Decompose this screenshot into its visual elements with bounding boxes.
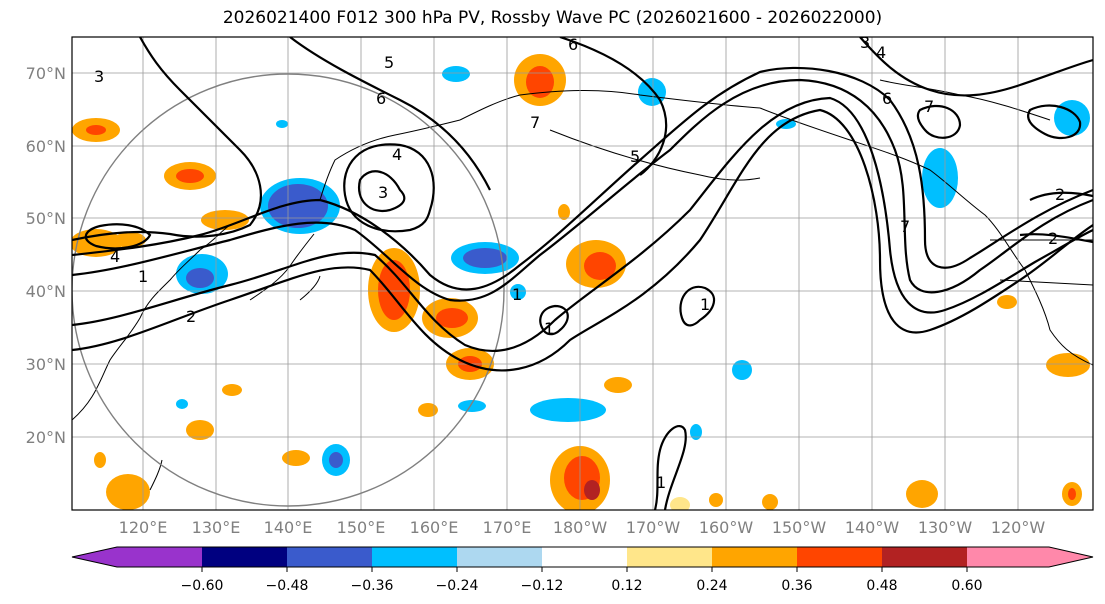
lat-lon-grid [72, 37, 1093, 510]
longitude-labels: 120°E 130°E 140°E 150°E 160°E 170°E 180°… [119, 518, 1046, 537]
svg-text:1: 1 [512, 285, 522, 304]
colorbar-bin [712, 547, 798, 567]
colorbar-bin [542, 547, 628, 567]
colorbar-bin [287, 547, 373, 567]
lat-label: 50°N [26, 209, 66, 228]
colorbar-bin [117, 547, 203, 567]
svg-text:3: 3 [378, 183, 388, 202]
colorbar-bin [627, 547, 713, 567]
colorbar-tick: 0.60 [951, 578, 982, 594]
lon-label: 140°E [264, 518, 313, 537]
colorbar-tick: 0.36 [781, 578, 812, 594]
colorbar-bin [372, 547, 458, 567]
lon-label: 150°E [337, 518, 386, 537]
colorbar-tick: 0.48 [866, 578, 897, 594]
colorbar-bin [882, 547, 968, 567]
colorbar-tick: −0.36 [351, 578, 394, 594]
lon-label: 130°W [918, 518, 973, 537]
pv-contours [72, 37, 1093, 510]
lon-label: 150°W [772, 518, 827, 537]
svg-text:5: 5 [384, 53, 394, 72]
svg-text:6: 6 [882, 89, 892, 108]
lon-label: 170°E [483, 518, 532, 537]
svg-text:4: 4 [392, 145, 402, 164]
svg-text:2: 2 [186, 307, 196, 326]
colorbar-tick: 0.12 [611, 578, 642, 594]
colorbar-extend-right [1049, 547, 1093, 567]
reference-circle [72, 73, 505, 507]
lon-label: 180°W [553, 518, 608, 537]
latitude-labels: 70°N 60°N 50°N 40°N 30°N 20°N [26, 64, 66, 447]
svg-text:1: 1 [544, 319, 554, 338]
lon-label: 170°W [626, 518, 681, 537]
svg-text:7: 7 [900, 217, 910, 236]
colorbar-bin [967, 547, 1049, 567]
negative-anomaly-shading [176, 66, 1090, 476]
lon-label: 160°W [699, 518, 754, 537]
svg-text:2: 2 [1055, 185, 1065, 204]
positive-anomaly-shading [72, 54, 1090, 510]
colorbar-tick: −0.48 [266, 578, 309, 594]
lat-label: 30°N [26, 355, 66, 374]
lat-label: 70°N [26, 64, 66, 83]
svg-text:5: 5 [630, 147, 640, 166]
lon-label: 160°E [410, 518, 459, 537]
colorbar-tick: −0.12 [521, 578, 564, 594]
svg-text:7: 7 [530, 113, 540, 132]
map-frame [71, 36, 1094, 511]
colorbar-tick: 0.24 [696, 578, 727, 594]
colorbar-bin [202, 547, 288, 567]
colorbar-bin [797, 547, 883, 567]
svg-text:2: 2 [1048, 229, 1058, 248]
svg-text:7: 7 [924, 97, 934, 116]
lat-label: 60°N [26, 137, 66, 156]
colorbar-tick: −0.24 [436, 578, 479, 594]
svg-text:1: 1 [138, 267, 148, 286]
colorbar-bin [457, 547, 543, 567]
colorbar-tick: −0.60 [181, 578, 224, 594]
pv-contour-labels: 1 2 3 4 5 6 7 1 1 2 2 3 3 4 4 5 6 6 7 7 … [94, 33, 1065, 492]
svg-text:1: 1 [656, 473, 666, 492]
lat-label: 40°N [26, 282, 66, 301]
lat-label: 20°N [26, 428, 66, 447]
map-title: 2026021400 F012 300 hPa PV, Rossby Wave … [222, 8, 883, 28]
lon-label: 130°E [192, 518, 241, 537]
svg-text:4: 4 [110, 247, 120, 266]
colorbar: −0.60 −0.48 −0.36 −0.24 −0.12 0.12 0.24 … [71, 546, 1094, 594]
svg-text:6: 6 [376, 89, 386, 108]
svg-text:3: 3 [94, 67, 104, 86]
colorbar-extend-left [72, 547, 117, 567]
lon-label: 140°W [845, 518, 900, 537]
lon-label: 120°W [991, 518, 1046, 537]
svg-text:3: 3 [860, 33, 870, 52]
svg-text:4: 4 [876, 43, 886, 62]
lon-label: 120°E [119, 518, 168, 537]
svg-text:1: 1 [700, 295, 710, 314]
svg-text:6: 6 [568, 35, 578, 54]
